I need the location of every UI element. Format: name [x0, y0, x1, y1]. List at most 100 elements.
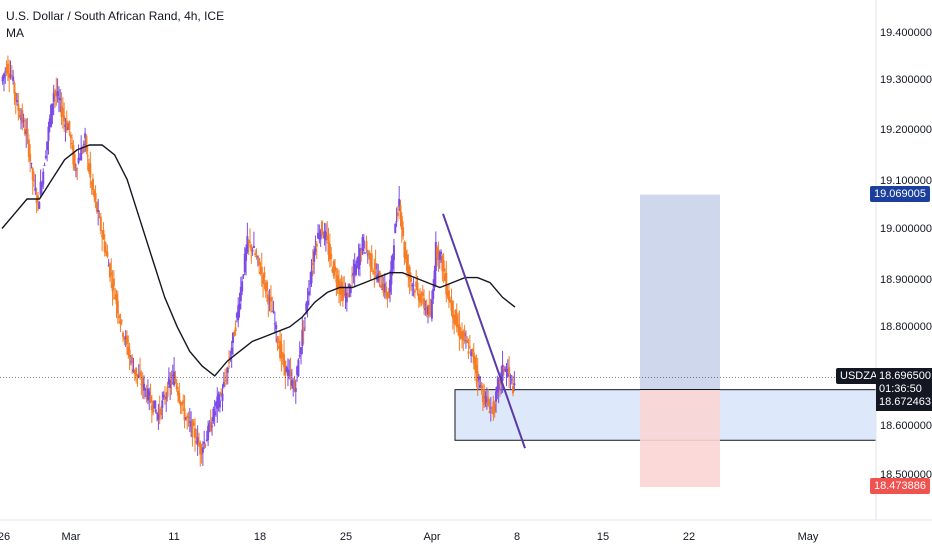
candle-down	[234, 320, 237, 336]
candle-down	[88, 158, 91, 175]
candle-up	[434, 231, 437, 286]
candle-up	[16, 93, 19, 106]
candle-down	[31, 166, 34, 195]
candle-up	[364, 252, 367, 254]
candle-down	[254, 249, 257, 258]
candle-down	[271, 296, 274, 313]
candle-up	[348, 283, 351, 298]
candle-down	[94, 185, 97, 209]
candle-down	[149, 383, 152, 404]
candle-up	[358, 243, 361, 277]
candle-up	[383, 273, 386, 299]
candle-down	[23, 117, 26, 137]
candle-down	[33, 171, 36, 187]
candle-up	[243, 247, 246, 276]
chart-legend: U.S. Dollar / South African Rand, 4h, IC…	[6, 8, 224, 42]
candle-down	[269, 285, 272, 313]
candle-up	[217, 391, 220, 412]
candle-up	[506, 359, 509, 377]
candle-down	[396, 206, 399, 221]
candle-down	[160, 406, 163, 420]
candle-down	[339, 278, 342, 306]
candle-down	[328, 233, 331, 268]
candle-up	[391, 253, 394, 276]
candle-down	[451, 300, 454, 330]
candle-down	[488, 399, 491, 414]
candle-down	[311, 249, 314, 277]
candle-down	[135, 367, 138, 384]
position-zones[interactable]	[454, 194, 877, 487]
indicator-label[interactable]: MA	[6, 26, 24, 40]
candle-down	[54, 88, 57, 108]
candle-up	[39, 169, 42, 197]
candle-down	[502, 365, 505, 376]
candle-up	[44, 150, 47, 160]
candle-down	[413, 288, 416, 299]
candle-down	[447, 283, 450, 309]
candle-down	[209, 409, 212, 433]
candle-up	[238, 292, 241, 318]
time-tick-label: 25	[340, 531, 352, 543]
candle-down	[487, 388, 490, 408]
candle-down	[399, 199, 402, 227]
candle-down	[255, 248, 258, 260]
candle-up	[504, 366, 507, 373]
candle-up	[510, 375, 513, 385]
time-axis[interactable]: 26 Mar 11 18 25 Apr 8 15 22 May	[0, 531, 819, 543]
candle-down	[158, 395, 161, 425]
candle-up	[226, 366, 229, 385]
candle-down	[404, 241, 407, 263]
candle-down	[419, 288, 422, 307]
candle-down	[446, 285, 449, 299]
drawings[interactable]	[0, 213, 876, 449]
candle-down	[186, 412, 189, 430]
candle-down	[281, 351, 284, 365]
candle-up	[352, 259, 355, 284]
candle-down	[101, 230, 104, 252]
candle-up	[432, 279, 435, 305]
ticker-label: USDZAR	[836, 368, 890, 384]
candle-down	[284, 360, 287, 390]
stop-zone[interactable]	[640, 389, 720, 487]
candle-down	[103, 234, 106, 257]
candle-down	[498, 378, 501, 397]
candle-down	[136, 374, 139, 387]
candle-up	[306, 287, 309, 318]
candle-down	[360, 247, 363, 263]
candle-down	[131, 354, 134, 374]
countdown-timer: 01:36:50	[879, 383, 922, 395]
candle-down	[199, 440, 202, 467]
target-zone[interactable]	[640, 194, 720, 390]
candle-up	[148, 387, 151, 411]
candle-up	[252, 231, 255, 249]
candle-down	[471, 348, 474, 357]
candle-down	[466, 336, 469, 344]
price-tick-label: 18.600000	[880, 420, 932, 432]
candle-up	[190, 411, 193, 437]
candle-down	[139, 357, 142, 380]
symbol-title[interactable]: U.S. Dollar / South African Rand, 4h, IC…	[6, 9, 225, 23]
candle-up	[245, 244, 248, 276]
candle-up	[50, 103, 53, 128]
candle-up	[4, 67, 7, 84]
candle-down	[341, 276, 344, 307]
trendline[interactable]	[442, 213, 526, 449]
candle-up	[509, 373, 512, 390]
candle-down	[382, 276, 385, 297]
candle-up	[188, 407, 191, 433]
candle-down	[180, 401, 183, 415]
candle-down	[10, 65, 13, 80]
candle-down	[508, 356, 511, 389]
candle-up	[208, 420, 211, 433]
candle-down	[347, 283, 350, 298]
candle-up	[137, 364, 140, 379]
candle-up	[285, 365, 288, 373]
candle-up	[297, 358, 300, 378]
candle-down	[233, 330, 236, 337]
candle-down	[106, 244, 109, 259]
candle-down	[187, 411, 190, 427]
candle-down	[182, 394, 185, 411]
candle-up	[313, 245, 316, 275]
candle-up	[505, 363, 508, 387]
